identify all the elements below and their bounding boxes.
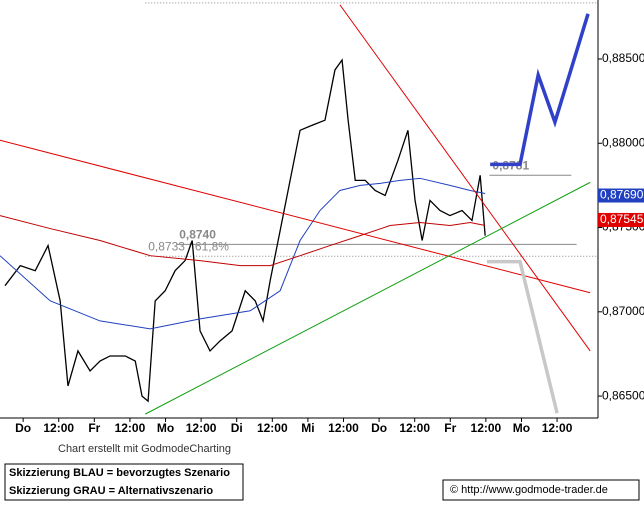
x-tick-label: Di xyxy=(231,421,243,435)
x-tick-label: 12:00 xyxy=(115,421,146,435)
legend-text: Skizzierung BLAU = bevorzugtes Szenario xyxy=(9,467,230,479)
price-box-label: 0,87545 xyxy=(600,212,644,226)
x-tick-label: Mi xyxy=(301,421,314,435)
x-tick-label: Fr xyxy=(444,421,456,435)
x-tick-label: Do xyxy=(371,421,387,435)
price-box-label: 0,87690 xyxy=(600,188,644,202)
y-tick-label: 0,88500 xyxy=(602,51,644,65)
copyright: © http://www.godmode-trader.de xyxy=(450,484,608,496)
legend-text: Skizzierung GRAU = Alternativszenario xyxy=(9,485,213,497)
x-tick-label: 12:00 xyxy=(186,421,217,435)
y-tick-label: 0,86500 xyxy=(602,388,644,402)
x-tick-label: 12:00 xyxy=(399,421,430,435)
x-tick-label: Fr xyxy=(88,421,100,435)
x-tick-label: 12:00 xyxy=(43,421,74,435)
x-tick-label: 12:00 xyxy=(542,421,573,435)
credit: Chart erstellt mit GodmodeCharting xyxy=(58,443,231,455)
x-tick-label: Do xyxy=(15,421,31,435)
x-tick-label: 12:00 xyxy=(328,421,359,435)
x-tick-label: 12:00 xyxy=(257,421,288,435)
x-tick-label: Mo xyxy=(513,421,530,435)
y-tick-label: 0,88000 xyxy=(602,135,644,149)
x-tick-label: Mo xyxy=(157,421,174,435)
x-tick-label: 12:00 xyxy=(471,421,502,435)
y-tick-label: 0,87000 xyxy=(602,304,644,318)
